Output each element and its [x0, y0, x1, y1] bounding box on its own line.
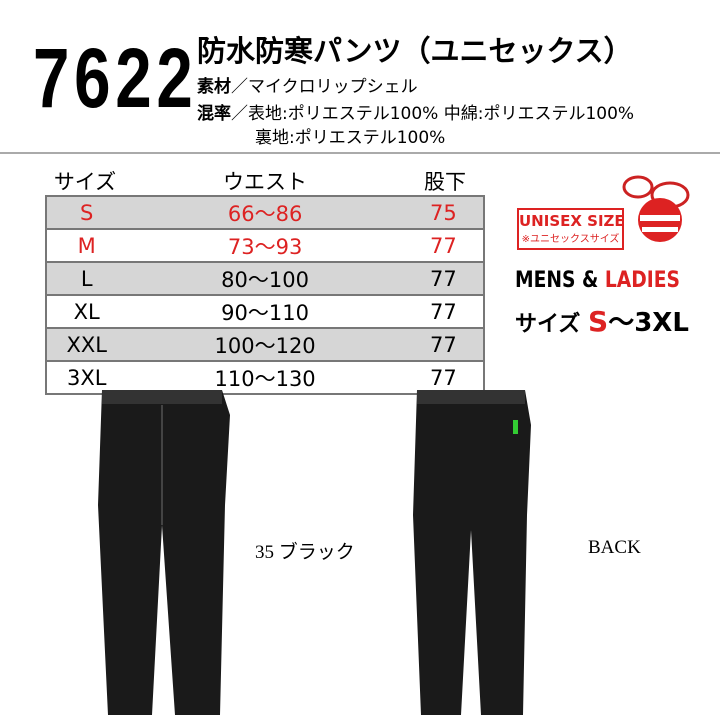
table-cell: L — [46, 261, 127, 295]
material-value: ／マイクロリップシェル — [231, 77, 418, 97]
table-cell: 77 — [403, 261, 484, 295]
ladies: LADIES — [604, 268, 680, 293]
table-row: M 73〜93 77 — [46, 228, 484, 262]
table-cell: 100〜120 — [126, 327, 404, 361]
header-cell: ウエスト — [223, 170, 307, 194]
table-cell: 73〜93 — [126, 228, 404, 262]
composition-line: 裏地:ポリエステル100% — [255, 128, 446, 148]
size-badge: UNISEX SIZE ※ユニセックスサイズ — [517, 208, 625, 250]
table-cell: 77 — [403, 360, 484, 394]
composition-line: ／表地:ポリエステル100% 中綿:ポリエステル100% — [231, 104, 635, 124]
size-to: 〜3XL — [608, 308, 689, 338]
table-cell: 3XL — [46, 360, 127, 394]
gender: MENS & LADIES — [515, 268, 680, 293]
table-cell: M — [46, 228, 127, 262]
composition: 混率／表地:ポリエステル100% 中綿:ポリエステル100% — [197, 99, 634, 124]
table-header: サイズ ウエスト 股下 — [45, 166, 485, 196]
header-cell: サイズ — [53, 170, 117, 194]
table-row: 3XL 110〜130 77 — [46, 360, 484, 394]
table-cell: 80〜100 — [126, 261, 404, 295]
header-cell: 股下 — [424, 170, 466, 194]
divider — [0, 152, 720, 154]
size-range: サイズ S〜3XL — [515, 302, 689, 339]
table-cell: 77 — [403, 294, 484, 328]
table-row: XXL 100〜120 77 — [46, 327, 484, 361]
table-cell: 90〜110 — [126, 294, 404, 328]
table-cell: 66〜86 — [126, 195, 404, 229]
product-number: 7622 — [33, 31, 198, 125]
size-table: S 66〜86 75 M 73〜93 77 L 80〜100 77 XL 90〜110 77 XXL 10… — [45, 195, 485, 395]
table-cell: XL — [46, 294, 127, 328]
front-caption: 35 ブラック — [255, 542, 355, 563]
back-photo — [413, 390, 531, 715]
material-label: 素材 — [197, 77, 231, 97]
table-cell: 77 — [403, 228, 484, 262]
table-row: L 80〜100 77 — [46, 261, 484, 295]
size-label: サイズ — [515, 312, 581, 337]
material: 素材／マイクロリップシェル — [197, 72, 418, 97]
product-title: 防水防寒パンツ（ユニセックス） — [197, 34, 633, 68]
table-row: S 66〜86 75 — [46, 195, 484, 229]
table-cell: 77 — [403, 327, 484, 361]
badge-label: UNISEX SIZE — [519, 212, 625, 230]
badge-note: ※ユニセックスサイズ — [521, 234, 620, 245]
back-caption: BACK — [588, 537, 641, 558]
bee-logo — [622, 175, 690, 242]
composition-label: 混率 — [197, 104, 231, 124]
table-cell: XXL — [46, 327, 127, 361]
front-photo — [98, 390, 230, 715]
table-cell: 75 — [403, 195, 484, 229]
size-from: S — [588, 305, 609, 338]
table-row: XL 90〜110 77 — [46, 294, 484, 328]
mens: MENS & — [515, 268, 599, 293]
table-cell: S — [46, 195, 127, 229]
table-cell: 110〜130 — [126, 360, 404, 394]
